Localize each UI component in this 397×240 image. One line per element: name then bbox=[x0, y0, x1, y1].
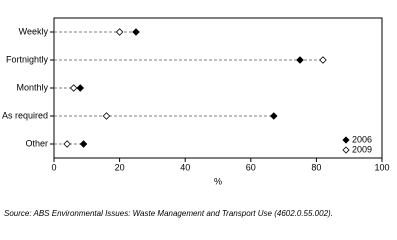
dot-marker bbox=[69, 84, 78, 92]
legend-marker bbox=[342, 136, 350, 144]
dot-marker bbox=[296, 56, 304, 64]
legend-label: 2009 bbox=[352, 144, 372, 154]
x-tick-label: 100 bbox=[374, 162, 389, 172]
chart: % Source: ABS Environmental Issues: Wast… bbox=[2, 17, 390, 218]
dot-marker bbox=[63, 140, 71, 148]
x-tick-label: 20 bbox=[115, 162, 125, 172]
y-tick-label: Fortnightly bbox=[6, 54, 49, 64]
plot-frame bbox=[53, 17, 383, 159]
dot-marker bbox=[319, 56, 327, 64]
y-tick-label: Other bbox=[25, 138, 48, 148]
dot-marker bbox=[102, 112, 111, 120]
dot-marker bbox=[79, 140, 88, 148]
y-tick-label: Monthly bbox=[16, 82, 48, 92]
dot-marker bbox=[115, 28, 124, 36]
x-tick-label: 0 bbox=[51, 162, 56, 172]
legend-label: 2006 bbox=[352, 134, 372, 144]
dot-marker bbox=[269, 112, 278, 120]
legend-marker bbox=[342, 146, 350, 154]
y-tick-label: Weekly bbox=[19, 26, 49, 36]
source-note: Source: ABS Environmental Issues: Waste … bbox=[4, 209, 333, 218]
x-axis-label: % bbox=[214, 176, 222, 186]
x-tick-label: 60 bbox=[246, 162, 256, 172]
dot-marker bbox=[76, 84, 85, 92]
x-tick-label: 40 bbox=[180, 162, 190, 172]
y-tick-label: As required bbox=[2, 110, 48, 120]
x-tick-label: 80 bbox=[311, 162, 321, 172]
dot-marker bbox=[132, 28, 140, 36]
